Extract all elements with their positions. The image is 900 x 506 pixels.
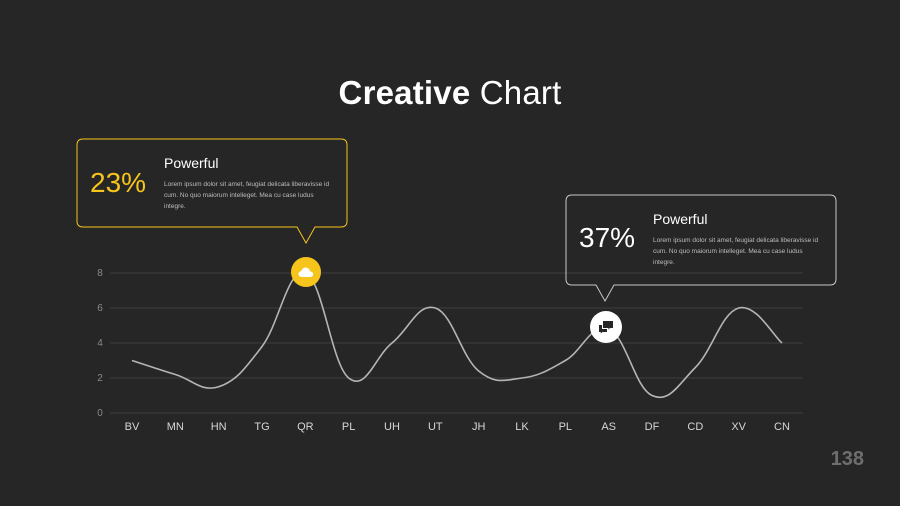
x-tick-label: HN [211,421,227,433]
x-tick-label: JH [472,421,486,433]
callout-1: 23% Powerful Lorem ipsum dolor sit amet,… [77,139,347,227]
x-tick-label: XV [731,421,746,433]
y-tick-label: 2 [97,373,103,384]
x-tick-label: PL [342,421,355,433]
title-bold: Creative [338,74,471,111]
y-tick-label: 0 [97,408,103,419]
x-tick-label: TG [254,421,269,433]
x-axis-ticks: BV MN HN TG QR PL UH UT JH LK PL AS DF CD XV CN [125,421,790,433]
slide-title: Creative Chart [0,74,900,112]
x-tick-label: QR [297,421,314,433]
grid [110,272,803,414]
callout-shapes [76,138,837,303]
x-tick-label: BV [125,421,140,433]
callout-1-heading: Powerful [164,155,219,171]
x-tick-label: LK [515,421,529,433]
y-axis-ticks: 0 2 4 6 8 [97,268,103,419]
y-tick-label: 8 [97,268,103,279]
x-tick-label: CD [687,421,703,433]
title-light: Chart [479,74,562,111]
y-tick-label: 6 [97,303,103,314]
x-tick-label: CN [774,421,790,433]
callout-1-text: Lorem ipsum dolor sit amet, feugiat deli… [164,181,330,210]
callout-2: 37% Powerful Lorem ipsum dolor sit amet,… [566,195,836,285]
cloud-marker [291,257,321,287]
chat-bubbles-icon [599,321,613,334]
callout-1-percent: 23% [90,167,147,198]
x-tick-label: AS [601,421,616,433]
callout-2-heading: Powerful [653,211,708,227]
y-tick-label: 4 [97,338,103,349]
series-line [131,271,783,399]
x-tick-label: UH [384,421,400,433]
x-tick-label: DF [645,421,660,433]
callout-2-percent: 37% [579,222,636,253]
x-tick-label: MN [167,421,184,433]
page-number: 138 [830,448,864,470]
callout-box-2 [565,194,837,303]
callout-2-text: Lorem ipsum dolor sit amet, feugiat deli… [653,237,819,266]
callout-box-1 [76,138,348,245]
cloud-icon [298,267,314,277]
x-tick-label: UT [428,421,443,433]
chat-marker [590,311,622,343]
x-tick-label: PL [559,421,572,433]
